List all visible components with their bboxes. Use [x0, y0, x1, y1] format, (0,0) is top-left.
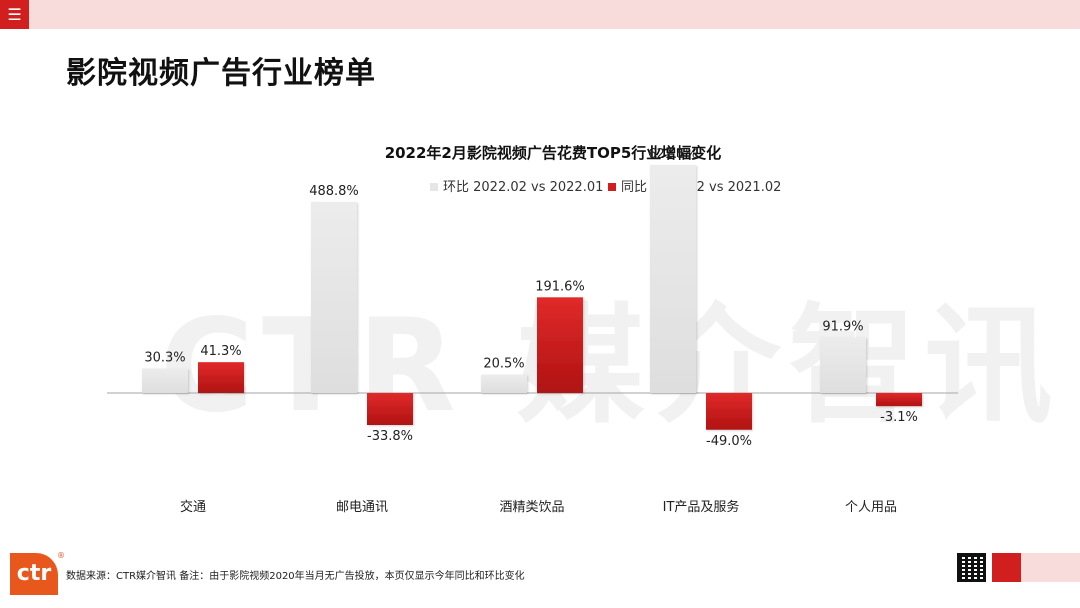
qr-code-icon[interactable]	[957, 553, 986, 582]
menu-button[interactable]: ☰	[0, 0, 29, 29]
data-label-1-1: -33.8%	[367, 429, 413, 444]
legend-swatch-0	[430, 183, 438, 191]
category-label-0: 交通	[180, 499, 206, 515]
bar-0-1	[311, 202, 357, 393]
data-label-1-3: -49.0%	[706, 434, 752, 449]
category-label-3: IT产品及服务	[663, 499, 740, 515]
menu-icon: ☰	[7, 5, 22, 24]
bar-1-3	[706, 393, 752, 430]
category-label-2: 酒精类饮品	[499, 500, 564, 515]
bar-0-4	[820, 337, 866, 393]
category-label-1: 邮电通讯	[336, 500, 388, 515]
page-title: 影院视频广告行业榜单	[66, 56, 376, 91]
chart-title: 2022年2月影院视频广告花费TOP5行业增幅变化	[385, 144, 722, 162]
data-label-0-2: 20.5%	[483, 357, 524, 372]
bar-0-2	[481, 374, 527, 393]
data-label-1-0: 41.3%	[200, 344, 241, 359]
data-label-0-0: 30.3%	[144, 350, 185, 365]
legend-label-0: 环比 2022.02 vs 2022.01	[443, 180, 603, 195]
ctr-logo: ctr	[10, 553, 58, 595]
footer-source-note: 数据来源：CTR媒介智讯 备注：由于影院视频2020年当月无广告投放，本页仅显示…	[66, 571, 525, 582]
data-label-1-4: -3.1%	[880, 410, 918, 425]
top-band	[0, 0, 1080, 29]
bar-1-0	[198, 362, 244, 393]
data-label-0-3: 621.5%	[648, 147, 698, 162]
data-label-0-1: 488.8%	[309, 184, 359, 199]
bar-1-4	[876, 393, 922, 407]
category-label-4: 个人用品	[845, 500, 897, 515]
bar-1-1	[367, 393, 413, 425]
legend-label-1: 同比 2022.02 vs 2021.02	[621, 180, 781, 195]
legend-swatch-1	[608, 183, 616, 191]
registered-mark: ®	[57, 551, 65, 560]
bar-0-3	[650, 164, 696, 393]
bar-1-2	[537, 297, 583, 393]
bar-0-0	[142, 368, 188, 393]
footer-red-block	[992, 553, 1021, 582]
data-label-0-4: 91.9%	[822, 319, 863, 334]
data-label-1-2: 191.6%	[535, 279, 585, 294]
footer-pink-band	[1021, 553, 1080, 582]
